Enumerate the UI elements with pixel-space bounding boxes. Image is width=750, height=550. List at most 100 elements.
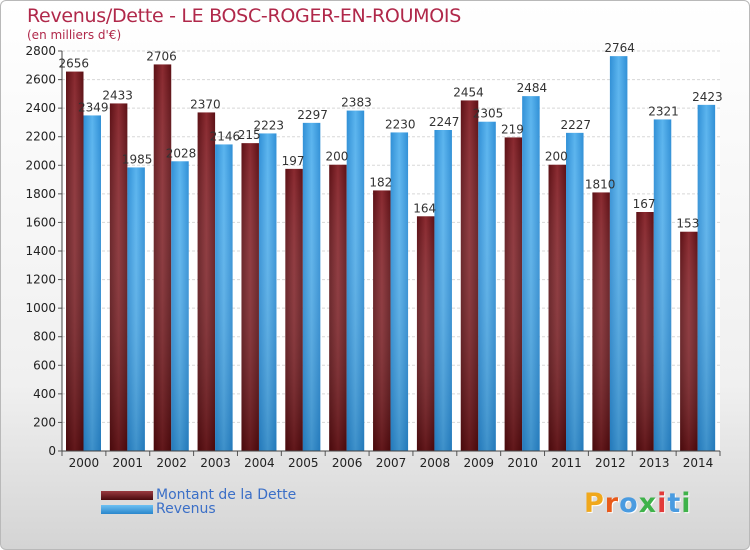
y-tick-label: 2200 [25, 130, 56, 144]
axis-layer: 0 200 400 600 800 1000 1200 1400 1600 1800 2000 220… [25, 44, 721, 470]
chart-subtitle: (en milliers d'€) [27, 28, 122, 42]
y-tick-label: 1400 [25, 244, 56, 258]
x-tick-label: 2000 [69, 456, 100, 470]
dette-bar-shade [548, 164, 567, 451]
revenus-value-label: 2349 [78, 100, 109, 114]
y-tick-label: 1200 [25, 273, 56, 287]
y-tick-label: 1000 [25, 301, 56, 315]
revenus-bar-shade [566, 132, 584, 451]
dette-bar-shade [109, 103, 128, 451]
dette-bar-shade [592, 192, 610, 451]
revenus-value-label: 2223 [253, 118, 284, 132]
dette-value-label: 164 [413, 201, 436, 215]
revenus-value-label: 2484 [517, 81, 548, 95]
dette-value-label: 219 [501, 122, 524, 136]
revenus-bar-shade [215, 144, 233, 451]
legend-label-revenus: Revenus [156, 501, 216, 517]
revenus-value-label: 2321 [648, 104, 679, 118]
revenus-bar-shade [83, 115, 101, 451]
dette-bar-shade [504, 137, 523, 451]
dette-bar-shade [373, 190, 391, 451]
x-tick-label: 2009 [463, 456, 494, 470]
y-tick-label: 2800 [25, 44, 56, 58]
revenus-value-label: 2305 [473, 107, 504, 121]
x-tick-label: 2012 [595, 456, 626, 470]
bar-layer [66, 56, 716, 452]
revenus-bar-shade [346, 110, 365, 452]
dette-value-label: 2454 [453, 85, 484, 99]
revenus-bar-shade [390, 132, 409, 451]
x-tick-label: 2013 [639, 456, 670, 470]
dette-bar-shade [460, 100, 479, 451]
logo-letter: t [667, 488, 682, 519]
dette-value-label: 167 [633, 197, 656, 211]
dette-bar-shade [241, 143, 259, 451]
chart-title: Revenus/Dette - LE BOSC-ROGER-EN-ROUMOIS [27, 5, 461, 27]
y-tick-label: 200 [33, 415, 56, 429]
revenus-bar-shade [697, 104, 716, 451]
dette-bar-shade [416, 216, 435, 451]
dette-bar-shade [153, 64, 172, 451]
dette-value-label: 153 [676, 217, 699, 231]
y-tick-label: 0 [48, 444, 56, 458]
dette-value-label: 1810 [585, 177, 616, 191]
x-tick-label: 2008 [420, 456, 451, 470]
revenus-bar-shade [434, 130, 452, 451]
dette-value-label: 197 [282, 154, 305, 168]
revenus-bar-shade [258, 133, 277, 451]
dette-bar-shade [285, 168, 303, 451]
revenus-bar-shade [522, 96, 540, 452]
x-tick-label: 2004 [244, 456, 275, 470]
y-tick-label: 2000 [25, 158, 56, 172]
x-tick-label: 2007 [376, 456, 407, 470]
dette-bar-shade [680, 231, 698, 451]
legend-swatch-revenus [101, 505, 153, 514]
revenus-value-label: 1985 [122, 152, 153, 166]
x-tick-label: 2002 [156, 456, 187, 470]
x-tick-label: 2010 [507, 456, 538, 470]
y-tick-label: 800 [33, 330, 56, 344]
logo-letter: r [604, 488, 620, 519]
revenus-value-label: 2247 [429, 115, 460, 129]
logo-letter: x [638, 488, 658, 519]
y-tick-label: 2400 [25, 101, 56, 115]
revenus-bar-shade [302, 122, 321, 451]
dette-bar-shade [636, 212, 654, 451]
revenus-value-label: 2146 [210, 129, 241, 143]
revenus-bar-shade [653, 119, 672, 451]
dette-value-label: 2370 [190, 97, 221, 111]
legend-label-dette: Montant de la Dette [156, 487, 297, 503]
y-tick-label: 400 [33, 387, 56, 401]
dette-value-label: 200 [545, 150, 568, 164]
x-tick-label: 2003 [200, 456, 231, 470]
x-tick-label: 2011 [551, 456, 582, 470]
logo-letter: i [681, 488, 692, 519]
y-tick-label: 1600 [25, 215, 56, 229]
logo-letter: o [619, 488, 639, 519]
revenus-value-label: 2028 [166, 146, 197, 160]
revenus-bar-shade [127, 167, 145, 451]
dette-value-label: 200 [325, 150, 348, 164]
revenus-bar-shade [171, 161, 189, 452]
revenus-value-label: 2423 [692, 90, 723, 104]
logo-letter: P [584, 488, 605, 519]
y-tick-label: 600 [33, 358, 56, 372]
revenus-value-label: 2227 [561, 118, 592, 132]
revenus-value-label: 2764 [604, 41, 635, 55]
dette-bar-shade [329, 164, 347, 451]
y-tick-label: 1800 [25, 187, 56, 201]
x-tick-label: 2001 [113, 456, 144, 470]
dette-bar-shade [197, 112, 216, 451]
dette-value-label: 2656 [58, 57, 89, 71]
revenus-value-label: 2230 [385, 117, 416, 131]
y-tick-label: 2600 [25, 73, 56, 87]
x-tick-label: 2006 [332, 456, 363, 470]
revenus-value-label: 2297 [297, 108, 328, 122]
logo-letter: i [657, 488, 668, 519]
proxiti-logo: Proxiti [584, 488, 692, 519]
dette-bar-shade [66, 71, 84, 452]
legend-swatch-dette [101, 491, 153, 500]
